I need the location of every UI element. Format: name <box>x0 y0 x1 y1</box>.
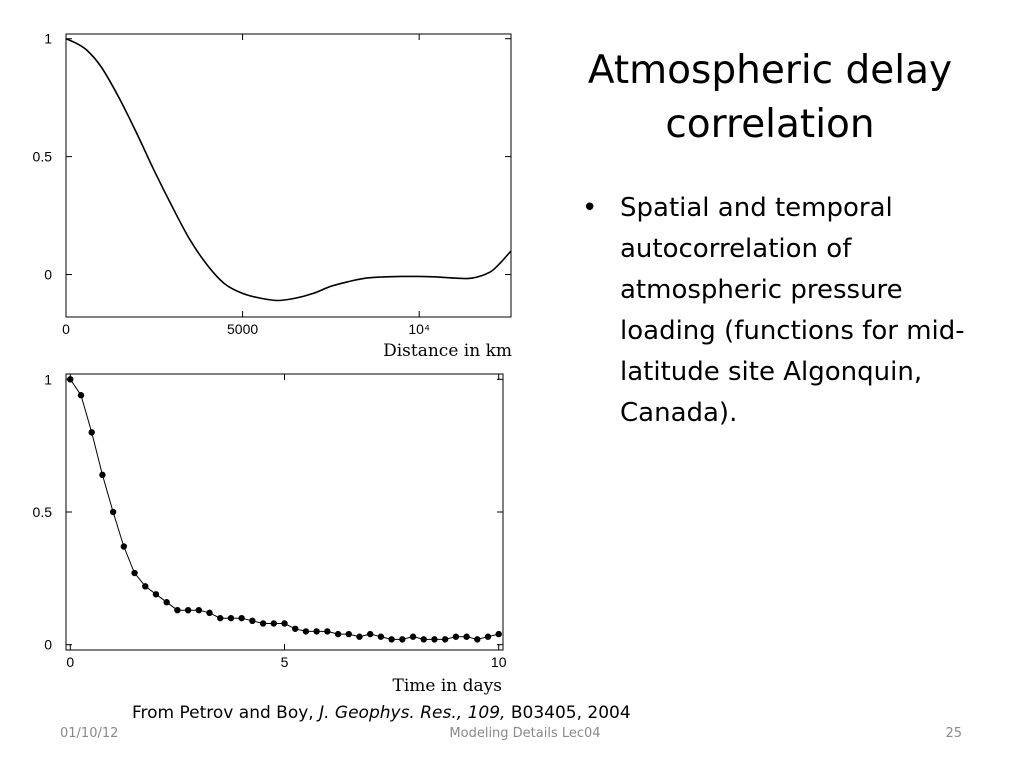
x-tick-label: 10⁴ <box>408 321 430 337</box>
series-line <box>65 37 512 302</box>
data-point <box>334 630 342 638</box>
data-point <box>109 508 117 516</box>
data-point <box>120 543 128 550</box>
data-point <box>302 628 310 635</box>
x-axis-label: Time in days <box>393 676 503 696</box>
data-point <box>88 429 95 436</box>
data-point <box>345 630 352 638</box>
citation-suffix: B03405, 2004 <box>505 703 631 723</box>
data-point <box>238 614 245 622</box>
y-tick-label: 0.5 <box>33 149 53 165</box>
data-point <box>431 636 438 643</box>
x-tick-label: 0 <box>66 654 74 670</box>
bullet-list: • Spatial and temporal autocorrelation o… <box>578 188 978 434</box>
data-point <box>420 636 427 643</box>
x-tick-label: 5000 <box>227 321 258 337</box>
y-tick-label: 0.5 <box>33 504 53 520</box>
data-point <box>463 633 470 640</box>
plot-frame <box>65 373 504 651</box>
y-tick-label: 1 <box>44 371 52 387</box>
citation-prefix: From Petrov and Boy, <box>132 703 320 723</box>
citation-journal: J. Geophys. Res., 109, <box>319 703 506 723</box>
spatial-correlation-chart: 0 5000 10⁴ 0 0.5 1 Distance in km <box>33 31 512 361</box>
data-point <box>313 628 320 635</box>
bullet-item: • Spatial and temporal autocorrelation o… <box>578 188 978 434</box>
data-point <box>174 606 181 614</box>
x-tick-label: 5 <box>281 654 289 670</box>
data-point <box>163 599 170 606</box>
x-tick-label: 10 <box>491 654 507 670</box>
y-tick-label: 0 <box>44 637 52 653</box>
data-point <box>474 636 481 643</box>
data-point <box>131 569 138 577</box>
data-point <box>99 471 106 479</box>
data-point <box>67 376 74 383</box>
data-point <box>77 392 85 399</box>
data-point <box>227 614 235 622</box>
data-point <box>281 620 288 627</box>
bullet-text: Spatial and temporal autocorrelation of … <box>620 193 965 428</box>
data-point <box>324 628 331 635</box>
slide-title: Atmospheric delay correlation <box>587 48 953 147</box>
data-point <box>356 633 363 640</box>
data-point <box>292 625 299 632</box>
data-point <box>377 633 385 640</box>
data-point <box>249 617 256 625</box>
data-point <box>206 609 213 617</box>
data-point <box>152 591 160 598</box>
temporal-correlation-chart: 0 5 10 0 0.5 1 Time in days <box>33 371 507 696</box>
data-point <box>270 620 277 627</box>
data-point <box>399 636 406 643</box>
data-point <box>441 636 449 643</box>
data-point <box>484 633 492 640</box>
data-point <box>452 633 460 640</box>
data-point <box>259 620 267 627</box>
bullet-dot-icon: • <box>582 193 598 223</box>
data-point <box>409 633 417 640</box>
data-point <box>366 630 374 638</box>
data-point <box>217 614 224 622</box>
data-point <box>142 583 149 590</box>
data-point <box>184 606 192 614</box>
footer-page-number: 25 <box>945 726 962 741</box>
citation: From Petrov and Boy, J. Geophys. Res., 1… <box>132 703 631 723</box>
x-tick-label: 0 <box>62 321 70 337</box>
data-point <box>495 630 502 638</box>
footer-date: 01/10/12 <box>60 726 119 741</box>
data-point <box>195 606 203 614</box>
data-point <box>388 636 395 643</box>
y-tick-label: 1 <box>44 31 52 47</box>
plot-frame <box>65 33 512 318</box>
y-tick-label: 0 <box>44 267 52 283</box>
x-axis-label: Distance in km <box>383 341 512 361</box>
series-line <box>69 379 499 640</box>
footer-title: Modeling Details Lec04 <box>449 726 601 741</box>
